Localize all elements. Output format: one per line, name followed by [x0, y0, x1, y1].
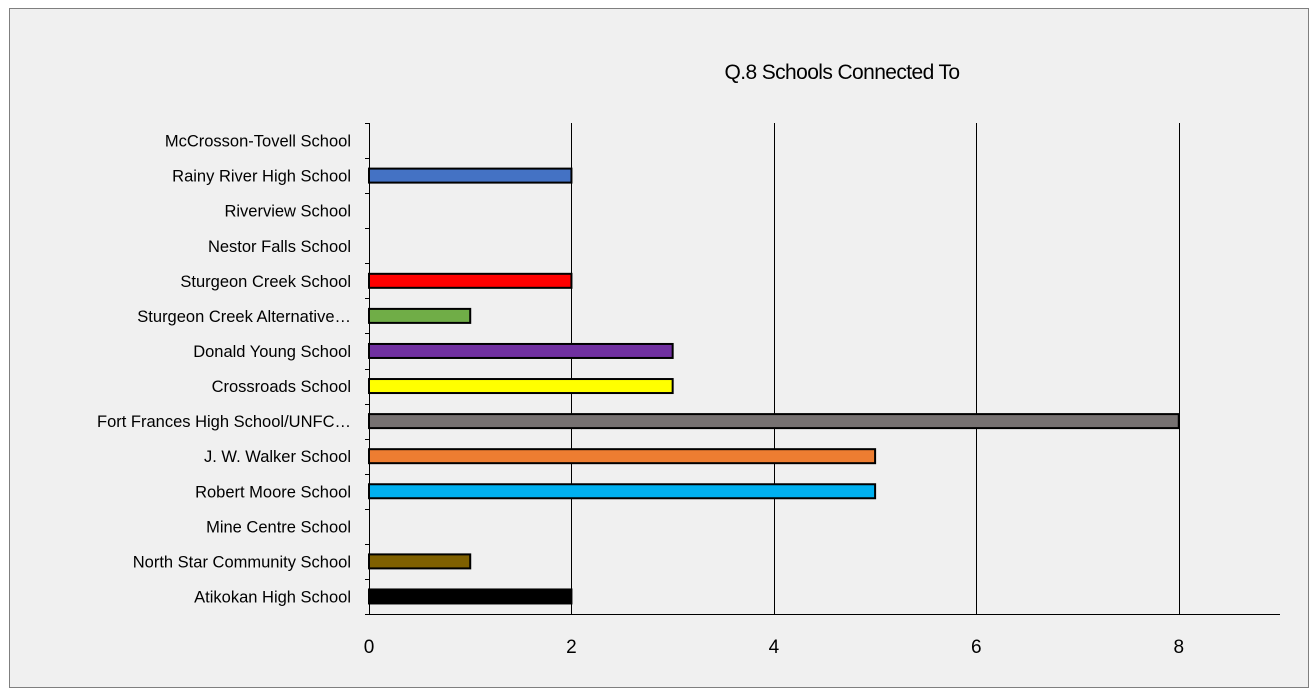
bar: [368, 342, 674, 359]
category-label: Donald Young School: [193, 343, 351, 361]
x-tick-label: 4: [769, 637, 780, 658]
bar: [368, 448, 877, 465]
bar: [368, 553, 472, 570]
category-label: Sturgeon Creek School: [180, 273, 351, 291]
category-label: Mine Centre School: [206, 518, 351, 536]
bar: [368, 307, 472, 324]
bar: [368, 483, 877, 500]
bar: [368, 378, 674, 395]
bars: [368, 167, 1180, 605]
x-tick-label: 0: [364, 637, 375, 658]
gridlines: [571, 123, 1180, 614]
bar: [368, 272, 573, 289]
category-label: Robert Moore School: [195, 483, 351, 501]
category-label: North Star Community School: [133, 553, 351, 571]
bar: [368, 413, 1180, 430]
category-label: J. W. Walker School: [204, 448, 351, 466]
category-label: McCrosson-Tovell School: [165, 133, 351, 151]
chart-title: Q.8 Schools Connected To: [724, 61, 959, 84]
bar: [368, 588, 573, 605]
category-label: Fort Frances High School/UNFC…: [97, 413, 351, 431]
category-label: Riverview School: [224, 203, 351, 221]
category-label: Crossroads School: [212, 378, 351, 396]
tick-labels: 0 2 4 6 8: [364, 637, 1184, 658]
x-tick-label: 8: [1173, 637, 1184, 658]
axes: [365, 123, 1280, 615]
category-labels: McCrosson-Tovell School Rainy River High …: [97, 133, 351, 607]
x-tick-label: 6: [971, 637, 982, 658]
category-label: Sturgeon Creek Alternative…: [137, 308, 351, 326]
x-tick-label: 2: [566, 637, 577, 658]
category-label: Rainy River High School: [172, 168, 351, 186]
category-label: Atikokan High School: [194, 588, 351, 606]
category-label: Nestor Falls School: [208, 238, 351, 256]
bar: [368, 167, 573, 184]
